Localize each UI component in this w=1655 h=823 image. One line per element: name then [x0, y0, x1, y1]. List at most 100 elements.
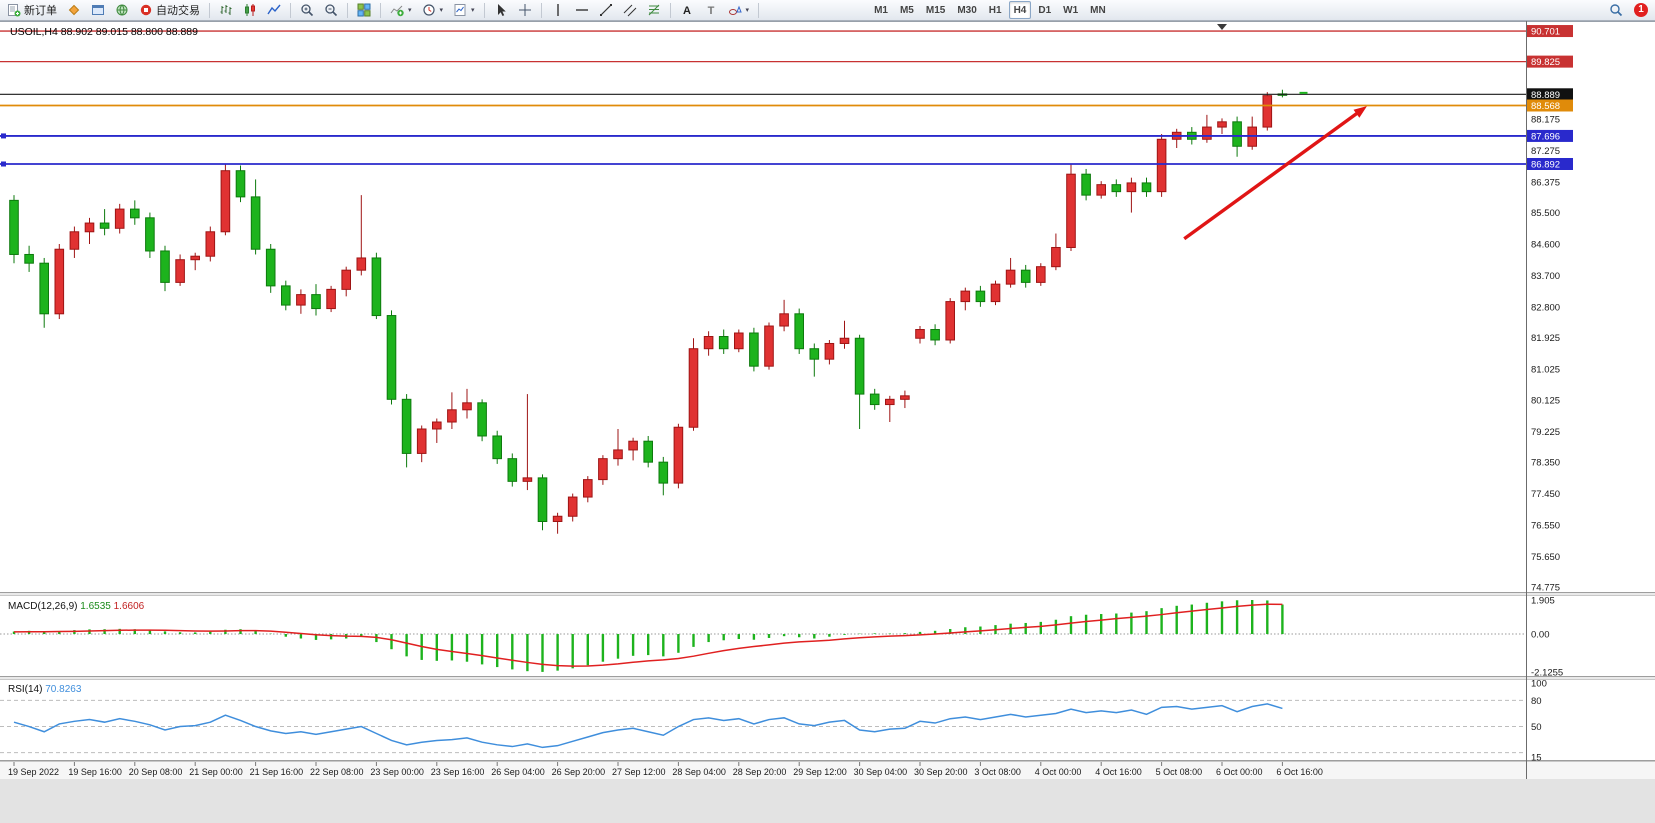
- crosshair-button[interactable]: [514, 1, 536, 19]
- text-label-button[interactable]: T: [700, 1, 722, 19]
- periods-icon: [422, 3, 436, 17]
- timeframe-d1[interactable]: D1: [1033, 1, 1056, 19]
- timeframe-m5[interactable]: M5: [895, 1, 919, 19]
- toolbar-group-timeframes: M1 M5 M15 M30 H1 H4 D1 W1 MN: [868, 1, 1112, 19]
- panel-separator[interactable]: [0, 592, 1655, 596]
- ohlc-title: USOIL,H4 88.902 89.015 88.800 88.889: [10, 26, 198, 38]
- cursor-button[interactable]: [490, 1, 512, 19]
- text-icon: A: [680, 3, 694, 17]
- templates-button[interactable]: ▾: [449, 1, 479, 19]
- price-axis-label: 88.175: [1531, 115, 1560, 126]
- candle: [945, 298, 956, 344]
- candle: [824, 339, 835, 365]
- timeframe-h1[interactable]: H1: [984, 1, 1007, 19]
- candle: [265, 243, 276, 293]
- candle: [1111, 179, 1122, 197]
- price-axis-label: 83.700: [1531, 271, 1560, 282]
- fibonacci-button[interactable]: [643, 1, 665, 19]
- price-axis-label: 78.350: [1531, 458, 1560, 469]
- new-order-button[interactable]: 新订单: [3, 1, 61, 19]
- periods-button[interactable]: ▾: [418, 1, 448, 19]
- candle: [84, 217, 95, 244]
- tile-windows-button[interactable]: [353, 1, 375, 19]
- arrows-button[interactable]: ▾: [724, 1, 754, 19]
- candle: [175, 254, 185, 286]
- timeframe-m1[interactable]: M1: [869, 1, 893, 19]
- trend-arrow[interactable]: [1183, 110, 1361, 241]
- price-axis-label: 80.125: [1531, 396, 1560, 407]
- line-handle[interactable]: [1, 161, 6, 167]
- timeframe-mn[interactable]: MN: [1085, 1, 1111, 19]
- candle: [54, 243, 65, 320]
- new-order-button-label: 新订单: [24, 5, 57, 17]
- trendline-button[interactable]: [595, 1, 617, 19]
- candle: [522, 394, 533, 491]
- navigator-button[interactable]: [111, 1, 133, 19]
- timeframe-d1-label: D1: [1038, 4, 1052, 16]
- candle: [975, 285, 986, 307]
- candle: [1141, 177, 1152, 197]
- timeframe-h4[interactable]: H4: [1008, 1, 1032, 19]
- candle: [281, 280, 291, 311]
- rsi-axis-label: 100: [1531, 679, 1547, 690]
- zoom-in-icon: [300, 3, 314, 17]
- candle: [1020, 264, 1031, 288]
- timeframe-m30[interactable]: M30: [952, 1, 981, 19]
- bar-chart-button[interactable]: [215, 1, 237, 19]
- price-badge: 86.892: [1527, 157, 1573, 170]
- chevron-down-icon: ▾: [745, 7, 750, 14]
- chart-profile-button[interactable]: [63, 1, 85, 19]
- candle: [416, 425, 427, 463]
- macd-axis-label: 0.00: [1531, 630, 1550, 641]
- candle: [567, 493, 578, 522]
- time-axis-background[interactable]: [0, 762, 1655, 779]
- text-button[interactable]: A: [676, 1, 698, 19]
- candle: [386, 310, 397, 405]
- horizontal-line-button[interactable]: [571, 1, 593, 19]
- candle: [145, 212, 155, 258]
- timeframe-m15[interactable]: M15: [921, 1, 950, 19]
- candle: [869, 388, 880, 410]
- zoom-out-button[interactable]: [320, 1, 342, 19]
- candle: [235, 165, 246, 203]
- rsi-axis-label: 50: [1531, 722, 1542, 733]
- autotrading-button[interactable]: 自动交易: [135, 1, 204, 19]
- candle: [658, 456, 669, 496]
- toolbar-group-standard: 新订单 自动交易: [2, 1, 205, 19]
- notification-badge[interactable]: 1: [1634, 3, 1648, 17]
- price-badge: 88.568: [1527, 99, 1573, 112]
- macd-axis-label: -2.1255: [1531, 668, 1563, 679]
- price-badge: 89.825: [1527, 55, 1573, 68]
- search-button[interactable]: [1605, 1, 1627, 19]
- panel-separator[interactable]: [0, 676, 1655, 680]
- time-axis[interactable]: 19 Sep 2022 19 Sep 16:00 20 Sep 08:00 21 Se…: [8, 762, 1323, 777]
- chart-canvas[interactable]: USOIL,H4 88.902 89.015 88.800 88.889 88.1…: [0, 21, 1655, 823]
- candle: [915, 326, 925, 344]
- new-chart-window-button[interactable]: [87, 1, 109, 19]
- svg-text:90.701: 90.701: [1531, 27, 1560, 38]
- svg-text:88.568: 88.568: [1531, 101, 1560, 112]
- candle: [462, 388, 472, 419]
- chart-shift-marker[interactable]: [1217, 24, 1227, 30]
- candle: [371, 252, 382, 320]
- timeframe-w1[interactable]: W1: [1058, 1, 1083, 19]
- line-chart-button[interactable]: [263, 1, 285, 19]
- equidistant-channel-button[interactable]: [619, 1, 641, 19]
- candle: [839, 320, 850, 349]
- templates-icon: [453, 3, 467, 17]
- toolbar-separator: [540, 2, 542, 18]
- time-axis-label: 27 Sep 12:00: [612, 767, 666, 777]
- indicators-button[interactable]: ▾: [386, 1, 416, 19]
- price-axis[interactable]: 88.175 87.275 86.375 85.500 84.600 83.700 82.8…: [1531, 115, 1560, 594]
- search-icon: [1609, 3, 1623, 17]
- line-handle[interactable]: [1, 133, 6, 139]
- candlestick-chart-button[interactable]: [239, 1, 261, 19]
- timeframe-m30-label: M30: [957, 4, 977, 16]
- vertical-line-button[interactable]: [547, 1, 569, 19]
- candle: [1051, 233, 1061, 271]
- price-axis-label: 85.500: [1531, 208, 1560, 219]
- zoom-in-button[interactable]: [296, 1, 318, 19]
- candle: [9, 195, 19, 264]
- price-axis-label: 86.375: [1531, 178, 1560, 189]
- toolbar-separator: [347, 2, 348, 18]
